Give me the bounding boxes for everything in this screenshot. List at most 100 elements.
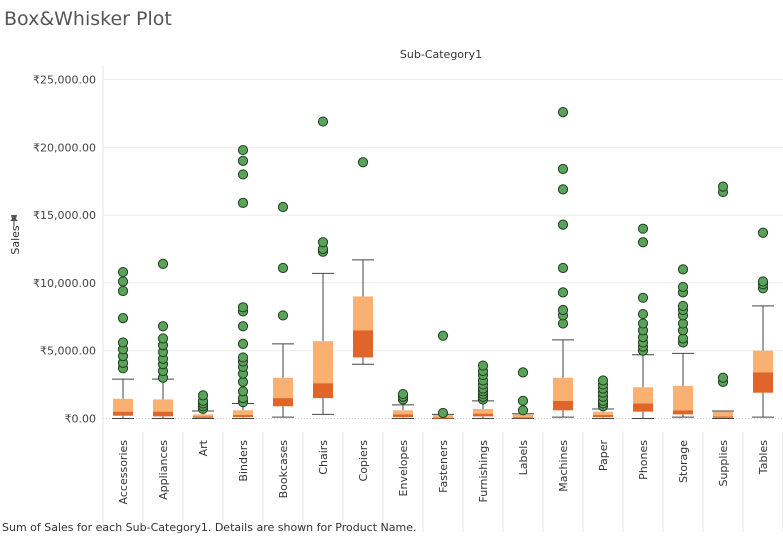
- x-tick-label: Storage: [677, 440, 690, 483]
- box-group-bookcases: [272, 201, 294, 418]
- box-upper: [513, 414, 533, 418]
- x-tick-label: Appliances: [157, 440, 170, 500]
- outlier-point: [677, 300, 689, 312]
- box-lower: [753, 372, 773, 393]
- box-upper: [393, 410, 413, 415]
- x-tick-label: Copiers: [357, 440, 370, 482]
- outlier-point: [637, 292, 649, 303]
- outlier-point: [317, 116, 329, 127]
- box-group-storage: [672, 264, 694, 418]
- box-group-supplies: [712, 181, 734, 419]
- outlier-point: [157, 333, 169, 344]
- box-lower: [553, 400, 573, 411]
- outlier-point: [277, 201, 289, 213]
- box-lower: [513, 417, 533, 419]
- box-group-phones: [632, 223, 654, 419]
- box-upper: [153, 399, 173, 412]
- box-upper: [473, 408, 493, 414]
- outlier-point: [117, 276, 129, 287]
- outlier-point: [277, 310, 289, 321]
- outlier-point: [477, 360, 489, 371]
- box-lower: [393, 414, 413, 418]
- outlier-point: [637, 223, 649, 234]
- box-lower: [433, 417, 453, 419]
- box-lower: [633, 403, 653, 412]
- box-lower: [193, 416, 213, 418]
- x-tick-label: Bookcases: [277, 440, 290, 499]
- plot-layer: [112, 106, 774, 419]
- footer-caption: Sum of Sales for each Sub-Category1. Det…: [2, 521, 417, 534]
- outlier-point: [117, 285, 129, 297]
- outlier-point: [557, 163, 569, 175]
- outlier-point: [757, 276, 769, 287]
- outlier-point: [117, 313, 129, 324]
- box-group-accessories: [112, 266, 134, 419]
- box-group-envelopes: [392, 388, 414, 419]
- box-upper: [713, 411, 733, 417]
- y-axis-label: Sales: [9, 225, 22, 255]
- outlier-point: [717, 372, 729, 383]
- outlier-point: [557, 184, 569, 195]
- outlier-point: [637, 237, 649, 248]
- outlier-point: [757, 227, 769, 238]
- pin-icon[interactable]: [10, 215, 18, 226]
- x-tick-layer: Accessories Appliances Art Binders Bookcases…: [117, 439, 770, 504]
- outlier-point: [237, 155, 249, 166]
- box-upper: [673, 385, 693, 411]
- x-tick-label: Tables: [757, 440, 770, 475]
- outlier-point: [237, 352, 249, 363]
- x-tick-label: Accessories: [117, 440, 130, 505]
- outlier-point: [197, 390, 209, 401]
- outlier-point: [157, 258, 169, 270]
- box-lower: [153, 411, 173, 417]
- box-upper: [553, 377, 573, 401]
- box-lower: [673, 410, 693, 415]
- outlier-point: [517, 367, 529, 378]
- outlier-point: [237, 144, 249, 156]
- outlier-point: [637, 318, 649, 329]
- outlier-point: [237, 302, 249, 313]
- box-group-furnishings: [472, 360, 494, 419]
- box-lower: [593, 415, 613, 418]
- box-group-tables: [752, 227, 774, 418]
- y-tick-label: ₹25,000.00: [33, 74, 96, 87]
- outlier-point: [117, 337, 129, 348]
- outlier-point: [397, 388, 409, 400]
- y-tick-label: ₹20,000.00: [33, 141, 96, 154]
- x-tick-label: Binders: [237, 440, 250, 482]
- box-upper: [113, 398, 133, 412]
- box-lower: [473, 413, 493, 417]
- box-group-copiers: [352, 157, 374, 365]
- box-lower: [233, 415, 253, 418]
- outlier-point: [557, 106, 569, 118]
- page-title: Box&Whisker Plot: [4, 8, 172, 30]
- box-group-paper: [592, 375, 614, 419]
- x-tick-label: Chairs: [317, 440, 330, 475]
- x-tick-label: Fasteners: [437, 440, 450, 493]
- y-tick-label: ₹10,000.00: [33, 277, 96, 290]
- box-group-fasteners: [432, 330, 454, 419]
- y-tick-label: ₹0.00: [65, 412, 97, 425]
- box-group-binders: [232, 144, 254, 419]
- outlier-point: [317, 237, 329, 248]
- box-group-machines: [552, 106, 574, 418]
- box-lower: [273, 398, 293, 407]
- outlier-point: [557, 219, 569, 230]
- axis-layer: Sub-Category1 Sales: [9, 48, 482, 255]
- x-tick-label: Supplies: [717, 440, 730, 487]
- outlier-point: [437, 407, 449, 419]
- x-tick-label: Furnishings: [477, 440, 490, 503]
- box-upper: [273, 377, 293, 399]
- box-group-labels: [512, 367, 534, 419]
- box-upper: [353, 296, 373, 331]
- outlier-point: [557, 287, 569, 298]
- box-lower: [353, 330, 373, 358]
- x-tick-label: Paper: [597, 440, 610, 472]
- outlier-point: [237, 197, 249, 209]
- box-group-chairs: [312, 116, 334, 415]
- outlier-point: [237, 321, 249, 332]
- box-upper: [633, 387, 653, 404]
- outlier-point: [517, 395, 529, 406]
